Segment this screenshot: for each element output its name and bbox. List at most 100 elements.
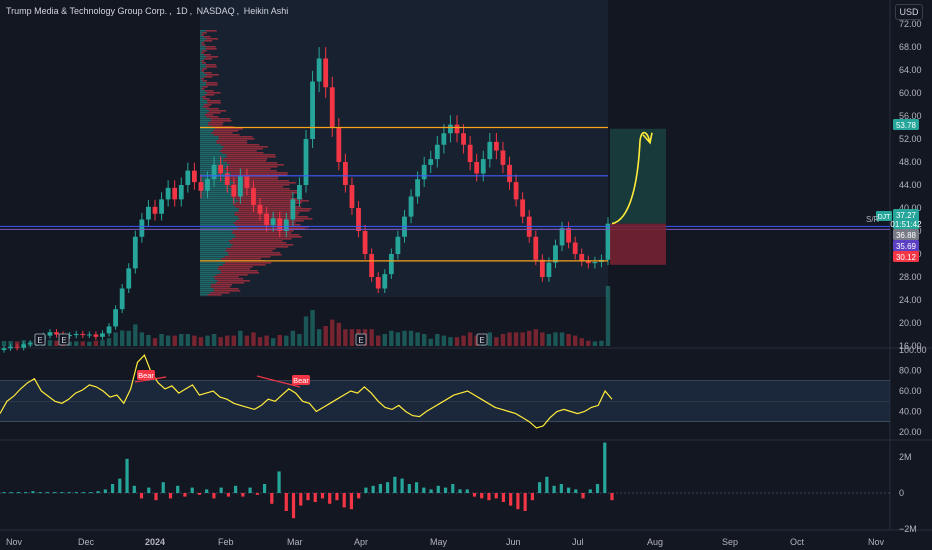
vp-bar-down (230, 242, 287, 244)
osc-bar (472, 493, 477, 497)
time-tick: May (430, 537, 448, 547)
candle-body (218, 164, 224, 174)
candle-body (415, 179, 421, 197)
vp-bar-up (200, 198, 236, 200)
vp-bar-down (223, 160, 267, 162)
price-tick: 44.00 (899, 180, 922, 190)
vp-bar-down (201, 34, 204, 36)
vp-bar-up (200, 106, 204, 108)
volume-bar (402, 330, 407, 346)
volume-bar (513, 332, 519, 346)
osc-bar (386, 482, 390, 493)
osc-bar (110, 484, 115, 493)
osc-bar (574, 489, 578, 493)
candle-body (231, 185, 237, 197)
vp-bar-up (200, 144, 221, 146)
candle-body (546, 262, 552, 277)
candle-body (572, 242, 578, 254)
osc-bar (139, 493, 144, 499)
candle-body (86, 334, 92, 336)
candle-body (493, 141, 499, 151)
vp-bar-up (200, 84, 207, 86)
candle-body (349, 185, 355, 208)
vp-bar-down (207, 112, 221, 114)
candle-body (579, 254, 585, 261)
candle-body (336, 127, 342, 162)
price-tick: 20.00 (899, 318, 922, 328)
volume-bar (349, 329, 355, 346)
candle-body (191, 170, 197, 183)
osc-bar (291, 493, 296, 519)
volume-bar (54, 340, 59, 346)
vp-bar-down (208, 122, 224, 124)
vp-bar-down (225, 250, 273, 252)
vp-bar-up (200, 242, 231, 244)
osc-bar (132, 485, 136, 493)
volume-bar (441, 335, 447, 346)
volume-bar (264, 335, 269, 346)
vp-bar-down (211, 284, 233, 286)
candle-body (139, 219, 145, 237)
volume-bar (546, 334, 552, 346)
vp-bar-up (200, 78, 202, 80)
osc-bar (284, 493, 288, 511)
vp-bar-down (211, 126, 235, 128)
volume-bar (507, 332, 512, 346)
osc-bar (443, 487, 448, 493)
currency-button[interactable]: USD (895, 4, 923, 20)
vp-bar-down (235, 190, 302, 192)
vp-bar-down (205, 48, 217, 50)
candle-body (290, 199, 296, 220)
vp-bar-down (207, 100, 221, 102)
chart-style[interactable]: Heikin Ashi (243, 6, 289, 16)
candle-body (605, 223, 611, 260)
volume-bar (133, 324, 138, 346)
osc-bar (234, 485, 238, 493)
candle-body (323, 58, 329, 88)
vp-bar-up (200, 104, 204, 106)
earnings-marker: E (58, 333, 70, 346)
vp-bar-up (200, 256, 225, 258)
osc-bar (270, 493, 274, 504)
osc-bar (306, 493, 310, 501)
vp-bar-up (200, 96, 203, 98)
volume-bar (185, 334, 191, 346)
vp-bar-up (200, 42, 202, 44)
vp-bar-up (200, 282, 216, 284)
volume-bar (533, 329, 538, 346)
interval[interactable]: 1D (176, 6, 188, 16)
vp-bar-up (200, 40, 205, 42)
vp-bar-down (201, 52, 204, 54)
candle-body (434, 144, 440, 160)
vp-bar-down (207, 124, 223, 126)
vp-bar-up (200, 280, 218, 282)
vp-bar-up (200, 38, 207, 40)
vp-bar-down (206, 84, 218, 86)
osc-bar (328, 493, 332, 504)
volume-bar (74, 341, 79, 346)
volume-bar (67, 341, 72, 346)
volume-bar (461, 335, 466, 346)
rsi-tick: 80.00 (899, 366, 922, 376)
vp-bar-down (235, 198, 303, 200)
symbol-tag-text: DJT (878, 214, 892, 221)
vp-bar-down (226, 156, 276, 158)
vp-bar-down (224, 262, 272, 264)
vp-bar-up (200, 108, 207, 110)
vp-bar-down (204, 76, 213, 78)
vp-bar-down (202, 50, 207, 52)
vp-bar-up (200, 94, 205, 96)
volume-bar (527, 330, 532, 346)
osc-bar (212, 493, 216, 499)
symbol-name[interactable]: Trump Media & Technology Group Corp. (6, 6, 168, 16)
vp-bar-up (200, 232, 232, 234)
vp-bar-down (238, 200, 309, 202)
vp-bar-down (236, 228, 306, 230)
vp-bar-down (228, 254, 282, 256)
vp-bar-down (206, 108, 219, 110)
vp-bar-down (235, 202, 302, 204)
vp-bar-down (230, 172, 288, 174)
vp-bar-up (200, 294, 208, 296)
earnings-marker: E (476, 333, 488, 346)
